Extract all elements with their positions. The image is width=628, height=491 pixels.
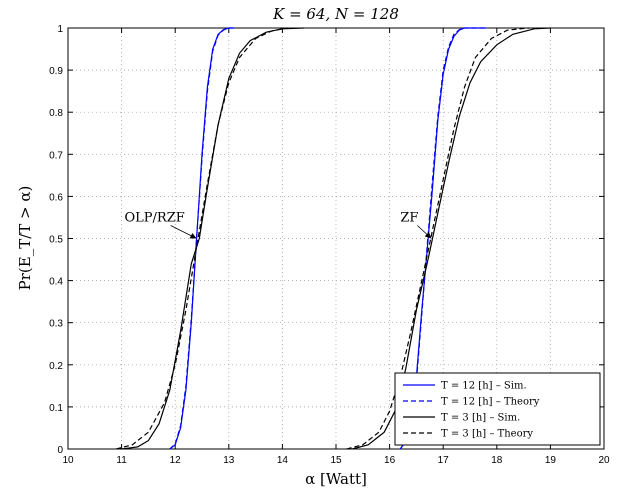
y-tick-label: 0.9	[49, 66, 63, 77]
y-tick-label: 0.6	[49, 192, 63, 203]
x-tick-label: 11	[116, 455, 127, 466]
x-tick-label: 14	[277, 455, 289, 466]
grid-layer	[68, 28, 604, 449]
legend-label: T = 3 [h] – Sim.	[441, 413, 520, 424]
legend-label: T = 3 [h] – Theory	[441, 429, 533, 440]
axis-ticks: 10 11 12 13 14 15 16 17 18 19 20 0 0.1 0.2 0.3 0.4 0.5 0.…	[49, 24, 610, 466]
x-tick-label: 15	[330, 455, 342, 466]
series-line-3	[116, 27, 288, 450]
y-tick-label: 0.4	[49, 277, 63, 288]
legend-label: T = 12 [h] – Sim.	[441, 381, 527, 392]
chart-title: K = 64, N = 128	[272, 5, 399, 23]
y-tick-label: 1	[57, 24, 63, 35]
annotation-layer: OLP/RZF ZF	[125, 211, 432, 239]
annotation-arrowhead	[189, 233, 197, 239]
series-line-6	[351, 27, 551, 450]
x-tick-label: 17	[438, 455, 450, 466]
legend: T = 12 [h] – Sim. T = 12 [h] – Theory T = …	[394, 372, 601, 446]
series-line-1	[169, 27, 235, 450]
annotation-arrowhead	[424, 232, 432, 239]
series-line-7	[346, 27, 530, 450]
x-tick-label: 10	[62, 455, 74, 466]
y-tick-label: 0	[57, 445, 63, 456]
legend-label: T = 12 [h] – Theory	[441, 397, 540, 408]
x-tick-label: 20	[598, 455, 610, 466]
x-tick-label: 12	[170, 455, 182, 466]
x-tick-label: 18	[491, 455, 503, 466]
y-tick-label: 0.7	[49, 150, 63, 161]
x-axis-label: α [Watt]	[305, 470, 367, 488]
y-tick-label: 0.2	[49, 361, 63, 372]
x-tick-label: 16	[384, 455, 396, 466]
x-tick-label: 13	[223, 455, 235, 466]
y-axis-label: Pr(E_T/T > α)	[16, 186, 34, 291]
x-tick-label: 19	[545, 455, 557, 466]
y-tick-label: 0.8	[49, 108, 63, 119]
series-line-2	[121, 27, 304, 450]
y-tick-label: 0.5	[49, 235, 63, 246]
y-tick-label: 0.1	[49, 403, 63, 414]
y-tick-label: 0.3	[49, 319, 63, 330]
annotation-label: ZF	[400, 211, 418, 226]
annotation-label: OLP/RZF	[125, 211, 185, 226]
